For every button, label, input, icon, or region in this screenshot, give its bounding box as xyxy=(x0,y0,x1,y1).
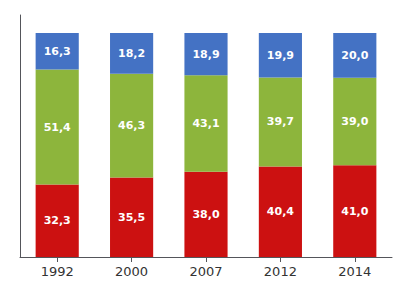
svg-text:41,0: 41,0 xyxy=(341,205,368,218)
svg-text:2007: 2007 xyxy=(189,264,222,279)
svg-text:2000: 2000 xyxy=(115,264,148,279)
svg-text:35,5: 35,5 xyxy=(118,211,145,224)
svg-text:20,0: 20,0 xyxy=(341,49,368,62)
svg-text:19,9: 19,9 xyxy=(267,49,294,62)
svg-text:46,3: 46,3 xyxy=(118,119,145,132)
svg-text:51,4: 51,4 xyxy=(44,121,71,134)
svg-text:16,3: 16,3 xyxy=(44,45,71,58)
svg-text:43,1: 43,1 xyxy=(192,117,219,130)
svg-text:18,2: 18,2 xyxy=(118,47,145,60)
svg-text:38,0: 38,0 xyxy=(192,208,219,221)
svg-text:32,3: 32,3 xyxy=(44,214,71,227)
svg-text:2014: 2014 xyxy=(338,264,371,279)
svg-text:1992: 1992 xyxy=(41,264,74,279)
svg-text:39,0: 39,0 xyxy=(341,115,368,128)
svg-text:40,4: 40,4 xyxy=(267,205,294,218)
svg-text:18,9: 18,9 xyxy=(192,48,219,61)
svg-text:39,7: 39,7 xyxy=(267,115,294,128)
svg-text:2012: 2012 xyxy=(264,264,297,279)
